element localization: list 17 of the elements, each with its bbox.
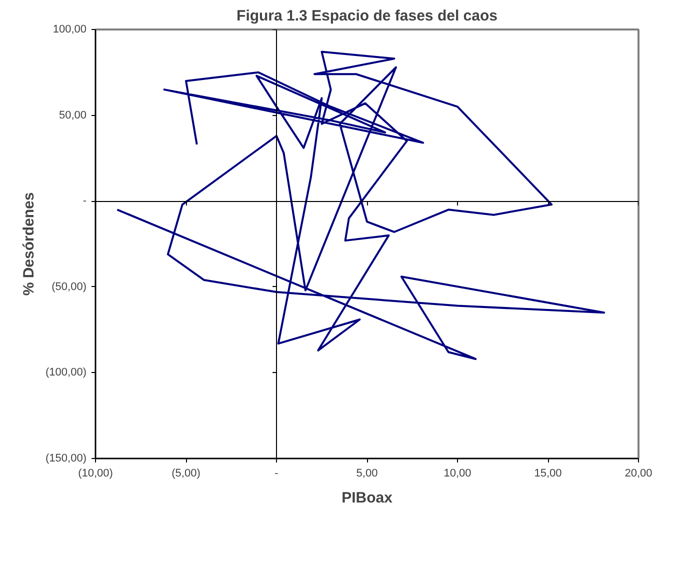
x-tick-label: - <box>274 468 279 480</box>
y-tick-label: 50,00 <box>58 109 87 122</box>
y-tick-label: (50,00) <box>52 280 87 293</box>
x-tick-label: (5,00) <box>172 468 200 480</box>
line-series <box>116 50 606 360</box>
x-tick-label: (10,00) <box>78 468 113 480</box>
x-tick-label: 20,00 <box>624 468 652 480</box>
x-tick-label: 10,00 <box>444 468 472 480</box>
x-tick-label: 15,00 <box>534 468 562 480</box>
y-tick-label: - <box>82 195 87 208</box>
x-axis-title: PIBoax <box>342 490 394 506</box>
y-tick-label: (150,00) <box>46 452 87 464</box>
y-axis-title: % Desórdenes <box>20 192 38 296</box>
y-tick-label: (100,00) <box>46 366 87 379</box>
chart-title: Figura 1.3 Espacio de fases del caos <box>236 8 498 24</box>
y-tick-label: 100,00 <box>52 24 87 36</box>
x-tick-label: 5,00 <box>356 468 378 480</box>
